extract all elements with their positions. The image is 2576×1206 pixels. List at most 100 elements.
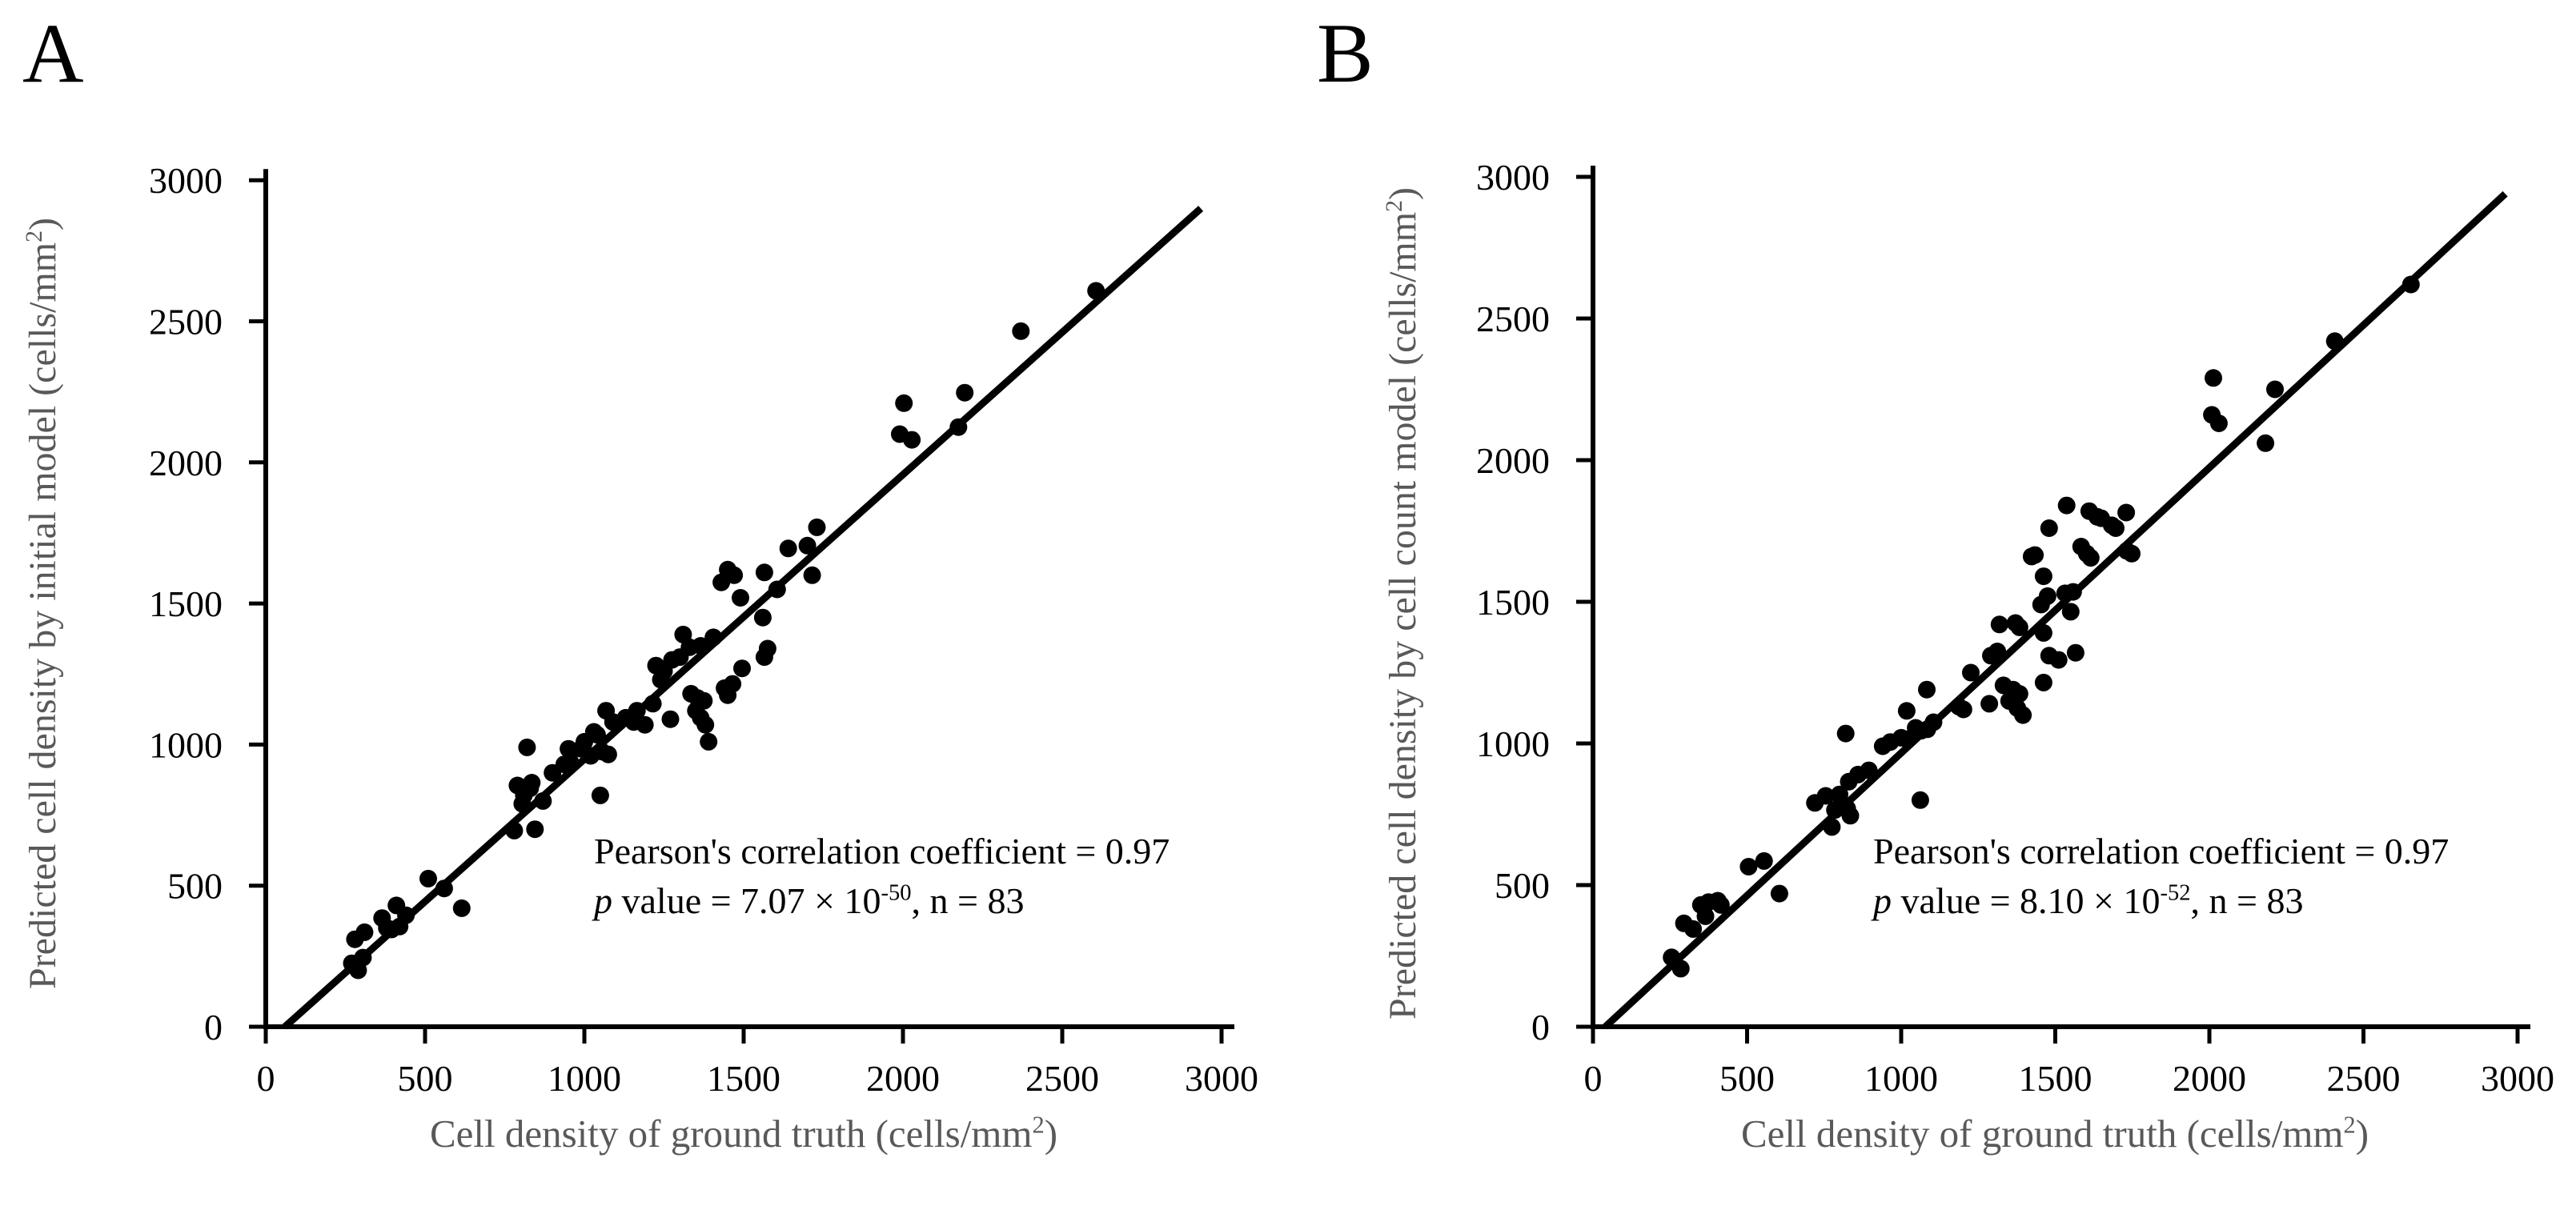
x-tick-label: 500 [1719,1058,1775,1099]
data-point [779,539,797,558]
panel-b: B Predicted cell density by cell count m… [1288,0,2576,1206]
data-point [1684,920,1703,938]
data-point [1770,884,1788,903]
panel-b-x-axis-title: Cell density of ground truth (cells/mm2) [1741,1111,2369,1156]
data-point [755,648,773,667]
data-point [755,563,773,582]
panel-b-stats-annotation: Pearson's correlation coefficient = 0.97… [1873,827,2449,926]
data-point [599,745,617,763]
scatter-plot-a: 0 500 1000 1500 2000 2500 3000 0 500 1000 1500 2000… [149,160,1258,1099]
data-point [636,715,654,734]
data-point [2057,496,2076,515]
x-tick-label: 2000 [866,1058,940,1099]
data-point [1918,680,1936,699]
panel-a-pvalue-main: value = 7.07 × 10 [612,880,881,921]
data-point [591,786,609,804]
data-point [733,659,751,678]
panel-a: A Predicted cell density by initial mode… [21,6,1258,1156]
x-tick-label: 3000 [1185,1058,1258,1099]
y-tick-label: 0 [204,1007,223,1048]
data-point [1841,807,1860,825]
data-point [2038,587,2056,605]
y-tick-label: 1000 [1476,723,1550,764]
panel-a-stats-annotation: Pearson's correlation coefficient = 0.97… [594,827,1170,926]
y-tick-label: 2000 [149,443,223,483]
panel-a-p-symbol: p [594,880,612,921]
panel-b-sample-size: , n = 83 [2190,880,2304,921]
panel-b-p-symbol: p [1873,880,1892,921]
panel-b-pvalue-exponent: -52 [2160,880,2191,906]
data-point [1954,700,1972,719]
data-point [2034,673,2052,691]
data-point [452,899,471,917]
data-point [1816,787,1835,805]
y-tick-label: 500 [167,866,223,907]
trend-line [282,206,1204,1030]
data-point [719,686,737,704]
panel-a-x-axis-title-superscript: 2 [1032,1111,1045,1139]
data-point [732,589,749,607]
panel-b-letter: B [1317,6,1374,100]
data-point [700,732,718,751]
x-tick-label: 2000 [2173,1058,2246,1099]
data-point [2257,434,2275,452]
data-point [2066,643,2084,662]
data-point [526,820,544,839]
data-point [753,608,772,627]
panel-b-pvalue-text: p value = 8.10 × 10-52, n = 83 [1873,876,2449,926]
data-point [2040,519,2058,537]
panel-a-pearson-text: Pearson's correlation coefficient = 0.97 [594,831,1170,871]
data-point [2266,380,2284,399]
data-point [1755,851,1773,870]
y-tick-label: 1500 [149,583,223,624]
y-tick-label: 1000 [149,724,223,765]
y-tick-label: 1500 [1476,582,1550,623]
data-point [419,869,437,887]
data-point [518,738,536,756]
panel-a-pvalue-text: p value = 7.07 × 10-50, n = 83 [594,876,1170,926]
x-tick-label: 500 [398,1058,453,1099]
y-tick-label: 2000 [1476,440,1550,481]
data-point [2061,603,2080,621]
panel-b-x-axis-title-superscript: 2 [2343,1111,2356,1139]
data-point [661,710,680,728]
panel-a-x-axis-title-text: Cell density of ground truth (cells/mm [429,1112,1033,1156]
trend-line [1603,190,2508,1030]
x-tick-label: 2500 [1025,1058,1099,1099]
data-point [1836,724,1855,743]
data-point [355,923,374,941]
x-tick-label: 1000 [548,1058,621,1099]
data-point [2081,549,2100,567]
data-point [1990,615,2008,634]
data-point [1711,895,1730,914]
data-point [2049,651,2068,669]
data-point [2022,547,2040,566]
data-point [2117,503,2136,522]
data-point [2008,699,2027,717]
data-point [2107,519,2125,537]
panel-a-x-axis-title-close: ) [1044,1112,1058,1156]
data-point [523,774,541,791]
data-point [1980,695,1999,713]
x-tick-label: 0 [257,1058,275,1099]
x-tick-label: 0 [1584,1058,1603,1099]
data-point [696,715,715,734]
x-tick-label: 1500 [707,1058,780,1099]
data-point [803,566,821,584]
panel-b-pearson-text: Pearson's correlation coefficient = 0.97 [1873,831,2450,871]
data-point [956,383,974,402]
data-point [1831,785,1848,803]
y-tick-label: 0 [1531,1007,1550,1048]
x-tick-label: 1500 [2019,1058,2092,1099]
data-point [808,518,826,536]
data-point [1897,702,1916,720]
data-point [1962,663,1980,682]
panel-a-letter: A [22,6,84,100]
x-tick-label: 1000 [1864,1058,1938,1099]
data-point [2010,618,2028,636]
data-point [2209,415,2228,432]
data-point [903,431,921,449]
panel-a-x-axis-title: Cell density of ground truth (cells/mm2) [430,1111,1057,1156]
panel-b-x-axis-title-text: Cell density of ground truth (cells/mm [1740,1112,2344,1156]
